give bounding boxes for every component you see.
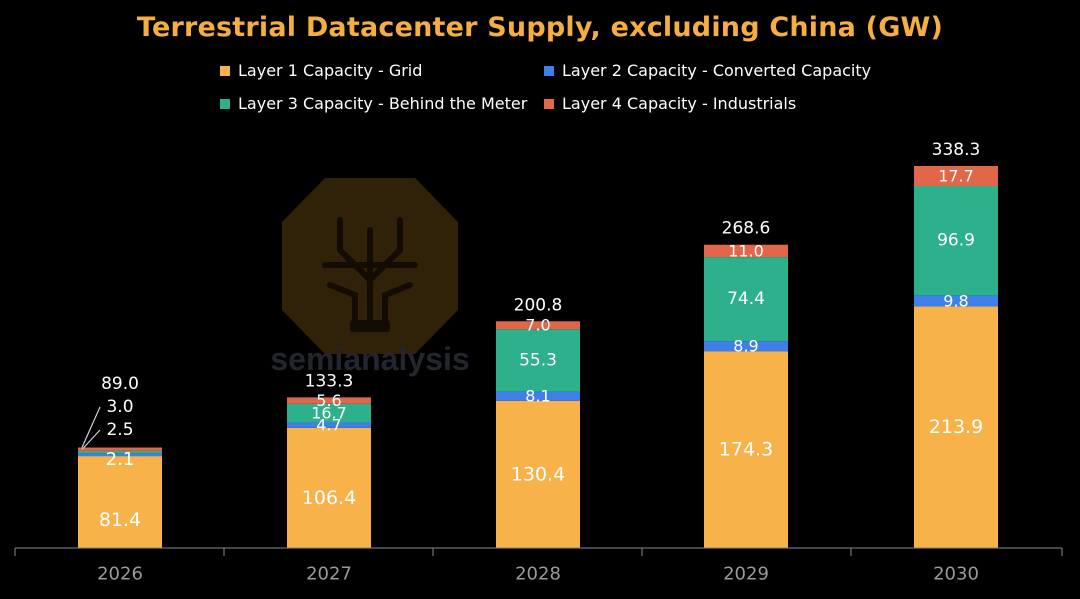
bar-2030-converted — [914, 295, 998, 307]
bar-2026-grid — [78, 456, 162, 548]
x-tick-label-2029: 2029 — [723, 564, 769, 585]
bar-2029-industrials — [704, 244, 788, 258]
value-label-2026-industrials: 3.0 — [106, 397, 133, 417]
legend-swatch-behind-meter — [220, 98, 230, 109]
total-label-2028: 200.8 — [514, 295, 563, 315]
legend-item-behind-meter: Layer 3 Capacity - Behind the Meter — [220, 94, 527, 113]
bar-2026-behind-meter — [78, 450, 162, 454]
bar-2028-converted — [496, 391, 580, 401]
legend-item-grid: Layer 1 Capacity - Grid — [220, 61, 422, 80]
leader-line-2026-industrials — [81, 406, 101, 448]
bar-2030-grid — [914, 306, 998, 548]
x-axis: 2026 2027 2028 2029 2030 — [14, 547, 1063, 585]
bar-2030-behind-meter — [914, 185, 998, 296]
x-tick-label-2027: 2027 — [306, 564, 352, 585]
x-tick-label-2030: 2030 — [933, 564, 979, 585]
value-label-2028-converted: 8.1 — [525, 387, 550, 406]
leader-line-2026-behind-meter — [81, 429, 101, 450]
value-label-2026-grid: 81.4 — [99, 509, 141, 531]
bar-2028-grid — [496, 400, 580, 548]
total-label-2027: 133.3 — [305, 371, 354, 391]
bars-group — [78, 166, 998, 548]
bar-2027-behind-meter — [287, 403, 371, 423]
x-tick-label-2026: 2026 — [97, 564, 143, 585]
value-label-2030-grid: 213.9 — [929, 416, 983, 438]
value-label-2029-industrials: 11.0 — [728, 241, 764, 260]
value-label-2030-industrials: 17.7 — [938, 166, 974, 185]
value-label-2030-converted: 9.8 — [943, 291, 968, 310]
bar-2029-grid — [704, 351, 788, 548]
value-label-2028-industrials: 7.0 — [525, 316, 550, 335]
bar-2028-industrials — [496, 321, 580, 330]
value-label-2029-behind-meter: 74.4 — [727, 289, 765, 309]
total-label-2030: 338.3 — [932, 140, 981, 160]
watermark-logo: semianalysis — [270, 178, 470, 377]
x-tick-label-2028: 2028 — [515, 564, 561, 585]
legend-label-converted: Layer 2 Capacity - Converted Capacity — [562, 61, 872, 80]
legend-label-industrials: Layer 4 Capacity - Industrials — [562, 94, 797, 113]
bar-2030-industrials — [914, 166, 998, 186]
value-label-2029-grid: 174.3 — [719, 439, 773, 461]
value-label-2028-grid: 130.4 — [511, 463, 565, 485]
total-label-2029: 268.6 — [722, 219, 771, 239]
value-label-2026-converted: 2.1 — [106, 449, 135, 470]
watermark-octagon-shape — [282, 178, 458, 354]
chart-title: Terrestrial Datacenter Supply, excluding… — [136, 12, 944, 43]
value-label-2028-behind-meter: 55.3 — [519, 350, 557, 370]
value-label-2029-converted: 8.9 — [733, 337, 758, 356]
legend-label-grid: Layer 1 Capacity - Grid — [238, 61, 423, 80]
watermark-bulb-base-shape — [350, 320, 390, 332]
value-label-2027-grid: 106.4 — [302, 487, 356, 509]
bar-2027-converted — [287, 422, 371, 428]
watermark-tree-icon — [322, 217, 418, 323]
bar-2026-converted — [78, 453, 162, 457]
value-label-2027-converted: 4.7 — [316, 416, 341, 435]
legend-swatch-industrials — [544, 98, 554, 109]
watermark-text: semianalysis — [270, 341, 469, 377]
legend-swatch-grid — [220, 65, 230, 76]
value-label-2027-industrials: 5.6 — [316, 391, 341, 410]
legend-swatch-converted — [544, 65, 554, 76]
bar-2027-grid — [287, 427, 371, 548]
legend-item-converted: Layer 2 Capacity - Converted Capacity — [544, 61, 871, 80]
value-label-2026-behind-meter: 2.5 — [106, 420, 133, 440]
value-label-2027-behind-meter: 16.7 — [311, 404, 347, 423]
legend-item-industrials: Layer 4 Capacity - Industrials — [544, 94, 796, 113]
total-label-2026: 89.0 — [101, 374, 139, 394]
legend-label-behind-meter: Layer 3 Capacity - Behind the Meter — [238, 94, 528, 113]
value-label-2030-behind-meter: 96.9 — [937, 231, 975, 251]
bar-2028-behind-meter — [496, 329, 580, 392]
bar-2029-behind-meter — [704, 257, 788, 342]
bar-2029-converted — [704, 341, 788, 352]
bar-2026-industrials — [78, 447, 162, 451]
bar-2027-industrials — [287, 397, 371, 404]
